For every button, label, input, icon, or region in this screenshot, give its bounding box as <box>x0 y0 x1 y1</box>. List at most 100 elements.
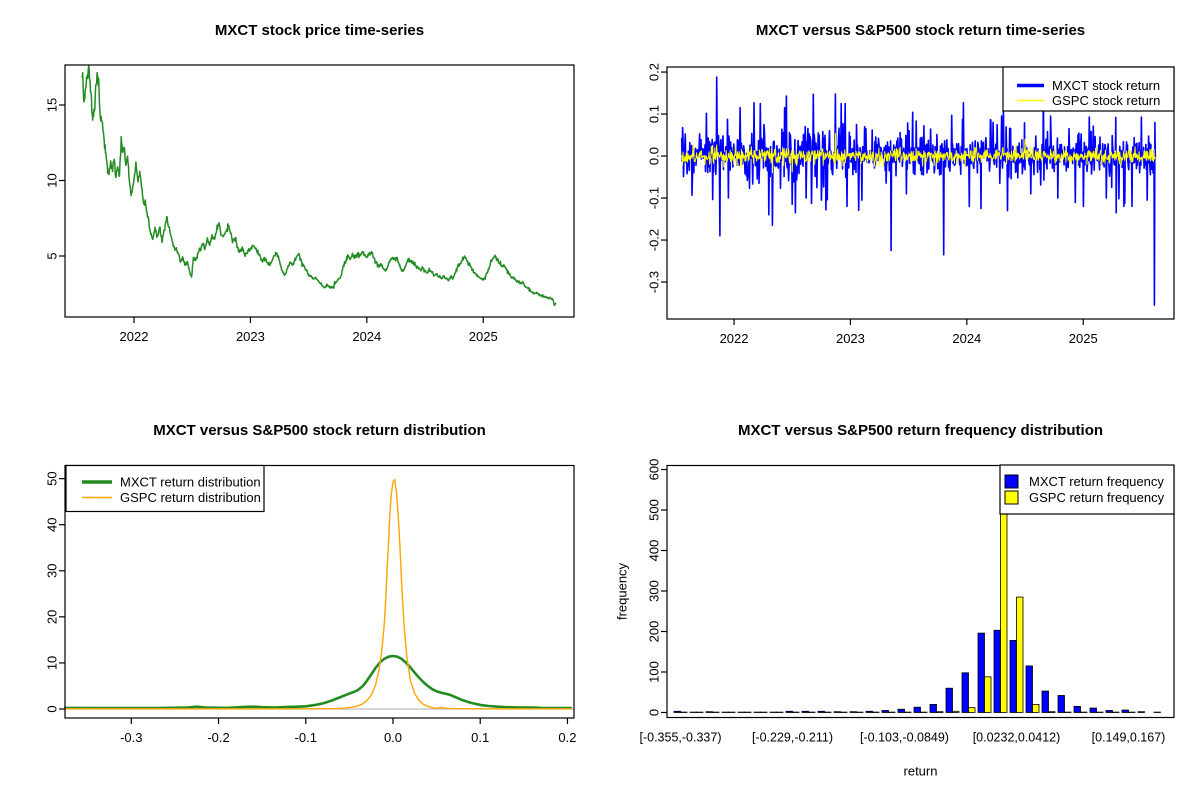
x-tick-label: 2023 <box>836 331 865 346</box>
gspc-frequency-bar <box>984 676 992 713</box>
legend-box <box>65 464 265 513</box>
returns-chart: 2022 2023 2024 2025 0.2 0.1 0.0 -0.1 -0.2 -0.3 MXC… <box>647 63 1175 346</box>
y-tick-label: 0.1 <box>647 105 662 123</box>
y-tick-label: 600 <box>647 459 662 481</box>
x-tick-label: -0.1 <box>295 730 317 745</box>
legend-label: MXCT return distribution <box>120 475 261 490</box>
legend-square-swatch <box>1004 490 1019 505</box>
mxct-return-series <box>680 76 1157 306</box>
price-chart: 2022 2023 2024 2025 5 10 15 <box>45 64 575 344</box>
histogram-bin-label: [0.0232,0.0412) <box>973 731 1061 745</box>
y-tick-label: 50 <box>45 471 60 485</box>
mxct-frequency-bar <box>993 629 1001 713</box>
y-tick-label: 0 <box>45 705 60 712</box>
legend-box <box>999 464 1175 515</box>
mxct-frequency-bar <box>1137 711 1145 713</box>
mxct-frequency-bar <box>1073 706 1081 713</box>
mxct-frequency-bar <box>849 711 857 713</box>
plot-frame <box>64 464 575 719</box>
price-chart-title: MXCT stock price time-series <box>214 22 425 39</box>
mxct-frequency-bar <box>1089 707 1097 713</box>
histogram-bin-label: [-0.229,-0.211) <box>752 731 833 745</box>
mxct-frequency-bar <box>929 703 937 713</box>
mxct-frequency-bar <box>1025 665 1033 713</box>
mxct-frequency-bar <box>833 711 841 713</box>
mxct-frequency-bar <box>881 710 889 713</box>
y-tick-label: 0.2 <box>647 63 662 81</box>
y-tick-label: 200 <box>647 621 662 643</box>
gspc-frequency-bar <box>1048 711 1056 713</box>
mxct-frequency-bar <box>705 711 713 713</box>
y-tick-label: 100 <box>647 661 662 683</box>
x-tick-label: 2024 <box>352 329 381 344</box>
y-tick-label: -0.1 <box>647 187 662 209</box>
x-tick-label: 0.2 <box>558 730 576 745</box>
x-tick-label: -0.2 <box>207 730 229 745</box>
legend-box <box>1002 66 1175 112</box>
histogram-bin-label: [-0.103,-0.0849) <box>860 731 949 745</box>
mxct-frequency-bar <box>1105 710 1113 713</box>
gspc-density-curve <box>64 478 572 710</box>
y-tick-label: 15 <box>45 98 60 112</box>
y-tick-label: 0.0 <box>647 147 662 165</box>
y-tick-label: 30 <box>45 564 60 578</box>
x-tick-label: -0.3 <box>120 730 142 745</box>
mxct-frequency-bar <box>1009 640 1017 713</box>
y-axis-title: frequency <box>615 562 630 620</box>
y-tick-label: 400 <box>647 540 662 562</box>
x-tick-label: 2025 <box>1069 331 1098 346</box>
mxct-frequency-bar <box>801 710 809 713</box>
plot-frame <box>666 66 1175 320</box>
returns-chart-title: MXCT versus S&P500 stock return time-ser… <box>755 22 1086 39</box>
price-line <box>81 64 557 307</box>
gspc-frequency-bar <box>968 707 976 713</box>
legend-square-swatch <box>1004 474 1019 489</box>
mxct-density-curve <box>64 654 572 710</box>
legend-label: GSPC stock return <box>1052 93 1160 108</box>
hist-chart-title: MXCT versus S&P500 return frequency dist… <box>737 422 1104 439</box>
mxct-frequency-bar <box>913 706 921 713</box>
price-timeseries-panel: MXCT stock price time-series 2022 2023 202… <box>0 0 600 400</box>
x-tick-label: 2025 <box>469 329 498 344</box>
mxct-frequency-bar <box>977 632 985 713</box>
y-tick-label: 0 <box>647 709 662 716</box>
density-chart-title: MXCT versus S&P500 stock return distribu… <box>153 422 486 439</box>
legend-label: GSPC return frequency <box>1029 490 1165 505</box>
plot-frame <box>64 64 575 318</box>
y-tick-label: 10 <box>45 173 60 187</box>
density-chart: -0.3 -0.2 -0.1 0.0 0.1 0.2 0 10 20 30 40 50 MXCT ret… <box>45 464 576 745</box>
x-tick-label: 0.0 <box>384 730 402 745</box>
histogram-bin-label: [0.149,0.167) <box>1092 731 1166 745</box>
mxct-frequency-bar <box>1041 690 1049 713</box>
mxct-frequency-bar <box>897 708 905 713</box>
x-tick-label: 0.1 <box>471 730 489 745</box>
mxct-frequency-bar <box>865 710 873 713</box>
y-tick-label: 300 <box>647 580 662 602</box>
return-frequency-panel: MXCT versus S&P500 return frequency dist… <box>600 400 1200 800</box>
y-tick-label: 10 <box>45 656 60 670</box>
return-timeseries-panel: MXCT versus S&P500 stock return time-ser… <box>600 0 1200 400</box>
x-tick-label: 2023 <box>236 329 265 344</box>
x-tick-label: 2024 <box>952 331 981 346</box>
y-tick-label: 500 <box>647 499 662 521</box>
gspc-return-series <box>681 132 1156 174</box>
histogram-bin-label: [-0.355,-0.337) <box>640 731 722 745</box>
y-tick-label: 20 <box>45 610 60 624</box>
mxct-frequency-bar <box>785 710 793 713</box>
x-tick-label: 2022 <box>120 329 149 344</box>
mxct-frequency-bar <box>1057 695 1065 713</box>
legend-label: MXCT stock return <box>1052 78 1160 93</box>
gspc-frequency-bar <box>1032 703 1040 713</box>
legend-label: MXCT return frequency <box>1029 474 1164 489</box>
mxct-frequency-bar <box>1121 709 1129 713</box>
return-distribution-panel: MXCT versus S&P500 stock return distribu… <box>0 400 600 800</box>
histogram-chart: 0 100 200 300 400 500 600 [-0.355,-0.337) [-0.22… <box>615 459 1175 779</box>
y-tick-label: -0.3 <box>647 271 662 293</box>
legend-label: GSPC return distribution <box>120 490 261 505</box>
mxct-frequency-bar <box>945 687 953 713</box>
mxct-frequency-bar <box>961 672 969 713</box>
gspc-frequency-bar <box>1016 596 1024 713</box>
x-axis-title: return <box>904 764 938 779</box>
gspc-frequency-bar <box>952 710 960 713</box>
